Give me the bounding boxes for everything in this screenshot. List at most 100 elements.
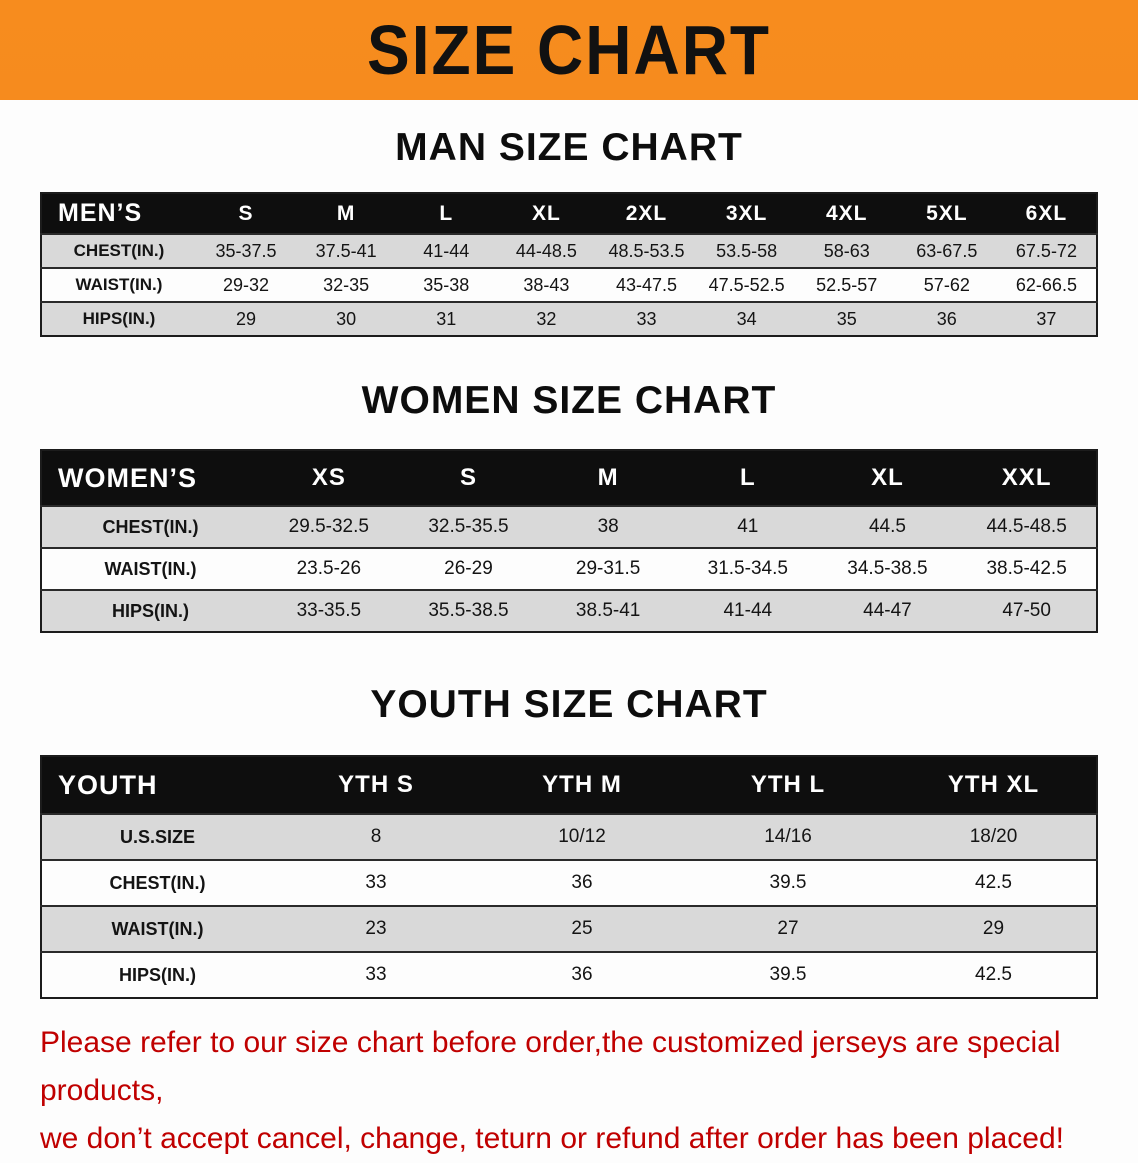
men-size-section: MAN SIZE CHART MEN’S S M L XL 2XL 3XL 4XL 5XL 6XL… (0, 100, 1138, 337)
size-value-cell: 29 (236, 308, 257, 329)
size-value-cell: 33 (365, 964, 387, 985)
size-column-header: 5XL (926, 201, 968, 225)
size-value-cell: 63-67.5 (916, 240, 978, 261)
row-label-cell: WAIST(IN.) (111, 918, 204, 939)
row-label-cell: U.S.SIZE (119, 826, 195, 847)
size-value-cell: 34.5-38.5 (847, 558, 928, 579)
size-value-cell: 34 (736, 308, 757, 329)
size-value-cell: 47.5-52.5 (708, 274, 785, 295)
size-value-cell: 31 (436, 308, 457, 329)
size-column-header: YTH L (750, 771, 826, 798)
row-label-cell: HIPS(IN.) (111, 600, 189, 621)
size-value-cell: 36 (571, 964, 593, 985)
size-value-cell: 27 (777, 918, 799, 939)
size-value-cell: 39.5 (769, 872, 807, 893)
table-title-cell: YOUTH (58, 769, 158, 800)
size-value-cell: 18/20 (969, 826, 1018, 847)
table-title-cell: MEN’S (58, 199, 143, 227)
size-value-cell: 37 (1036, 308, 1057, 329)
women-section-heading: WOMEN SIZE CHART (361, 379, 777, 422)
table-row: WAIST(IN.) 23.5-26 26-29 29-31.5 31.5-34.5 34… (41, 548, 1097, 590)
table-header-row: MEN’S S M L XL 2XL 3XL 4XL 5XL 6XL (41, 193, 1097, 234)
size-value-cell: 58-63 (823, 240, 870, 261)
row-label-cell: CHEST(IN.) (102, 516, 199, 537)
size-value-cell: 41-44 (423, 240, 470, 261)
size-value-cell: 52.5-57 (816, 274, 878, 295)
size-column-header: YTH M (542, 771, 622, 798)
table-row: HIPS(IN.) 33 36 39.5 42.5 (41, 952, 1097, 998)
banner-title: SIZE CHART (367, 11, 771, 89)
size-value-cell: 33 (636, 308, 657, 329)
size-value-cell: 32 (536, 308, 557, 329)
table-header-row: YOUTH YTH S YTH M YTH L YTH XL (41, 756, 1097, 814)
table-row: HIPS(IN.) 33-35.5 35.5-38.5 38.5-41 41-44 44-… (41, 590, 1097, 632)
row-label-cell: HIPS(IN.) (118, 964, 196, 985)
table-row: CHEST(IN.) 33 36 39.5 42.5 (41, 860, 1097, 906)
size-value-cell: 35 (836, 308, 857, 329)
size-value-cell: 33-35.5 (296, 600, 362, 621)
size-value-cell: 38 (597, 516, 619, 537)
table-title-cell: WOMEN’S (58, 462, 197, 493)
size-value-cell: 43-47.5 (615, 274, 678, 295)
size-value-cell: 38.5-41 (575, 600, 641, 621)
row-label-cell: WAIST(IN.) (104, 558, 197, 579)
table-row: WAIST(IN.) 23 25 27 29 (41, 906, 1097, 952)
table-row: HIPS(IN.) 29 30 31 32 33 34 35 36 37 (41, 302, 1097, 336)
table-row: CHEST(IN.) 29.5-32.5 32.5-35.5 38 41 44.5 44.5… (41, 506, 1097, 548)
size-column-header: S (238, 201, 254, 225)
size-value-cell: 62-66.5 (1015, 274, 1077, 295)
disclaimer-line-1: Please refer to our size chart before or… (40, 1026, 1061, 1107)
size-value-cell: 48.5-53.5 (608, 240, 685, 261)
size-value-cell: 29-31.5 (575, 558, 641, 579)
size-column-header: XS (311, 464, 346, 491)
size-value-cell: 33 (365, 872, 387, 893)
size-value-cell: 41 (737, 516, 759, 537)
size-value-cell: 10/12 (558, 826, 606, 847)
size-value-cell: 29-32 (223, 274, 270, 295)
size-value-cell: 31.5-34.5 (707, 558, 788, 579)
size-value-cell: 42.5 (975, 964, 1012, 985)
size-value-cell: 32-35 (323, 274, 370, 295)
men-section-heading: MAN SIZE CHART (395, 126, 743, 169)
size-column-header: XL (531, 201, 561, 225)
size-value-cell: 37.5-41 (315, 240, 377, 261)
size-column-header: M (336, 201, 356, 225)
size-column-header: 6XL (1025, 201, 1068, 225)
row-label-cell: CHEST(IN.) (109, 872, 206, 893)
table-row: WAIST(IN.) 29-32 32-35 35-38 38-43 43-47.5 47.… (41, 268, 1097, 302)
size-column-header: L (739, 464, 756, 491)
row-label-cell: WAIST(IN.) (75, 275, 163, 294)
table-header-row: WOMEN’S XS S M L XL XXL (41, 450, 1097, 506)
size-column-header: L (439, 201, 454, 225)
size-value-cell: 23 (365, 918, 387, 939)
size-column-header: S (459, 464, 477, 491)
size-value-cell: 35.5-38.5 (428, 600, 509, 621)
disclaimer: Please refer to our size chart before or… (0, 999, 1138, 1163)
size-value-cell: 30 (336, 308, 357, 329)
youth-size-section: YOUTH SIZE CHART YOUTH YTH S YTH M YTH L YTH… (0, 633, 1138, 999)
size-value-cell: 38-43 (523, 274, 570, 295)
size-value-cell: 36 (571, 872, 593, 893)
size-value-cell: 23.5-26 (296, 558, 362, 579)
youth-size-table: YOUTH YTH S YTH M YTH L YTH XL U.S.SIZE 8 10/12… (40, 755, 1098, 999)
size-value-cell: 57-62 (923, 274, 970, 295)
size-column-header: YTH S (338, 771, 414, 798)
women-size-table: WOMEN’S XS S M L XL XXL CHEST(IN.) 29.5-32.5 32.5… (40, 449, 1098, 633)
size-value-cell: 38.5-42.5 (986, 558, 1067, 579)
size-value-cell: 67.5-72 (1015, 240, 1077, 261)
size-column-header: 4XL (825, 201, 868, 225)
row-label-cell: CHEST(IN.) (73, 241, 165, 260)
women-size-section: WOMEN SIZE CHART WOMEN’S XS S M L XL XXL CHEST(… (0, 337, 1138, 633)
size-value-cell: 44-48.5 (515, 240, 577, 261)
size-value-cell: 35-38 (423, 274, 470, 295)
men-size-table: MEN’S S M L XL 2XL 3XL 4XL 5XL 6XL CHEST(IN.) 35-37… (40, 192, 1098, 337)
size-column-header: XL (871, 464, 904, 491)
size-value-cell: 35-37.5 (215, 240, 277, 261)
size-column-header: 2XL (625, 201, 668, 225)
size-value-cell: 29.5-32.5 (288, 516, 369, 537)
table-row: CHEST(IN.) 35-37.5 37.5-41 41-44 44-48.5 48.5… (41, 234, 1097, 268)
size-value-cell: 44.5 (868, 516, 906, 537)
disclaimer-line-2: we don’t accept cancel, change, teturn o… (40, 1122, 1064, 1155)
table-row: U.S.SIZE 8 10/12 14/16 18/20 (41, 814, 1097, 860)
size-column-header: 3XL (725, 201, 768, 225)
